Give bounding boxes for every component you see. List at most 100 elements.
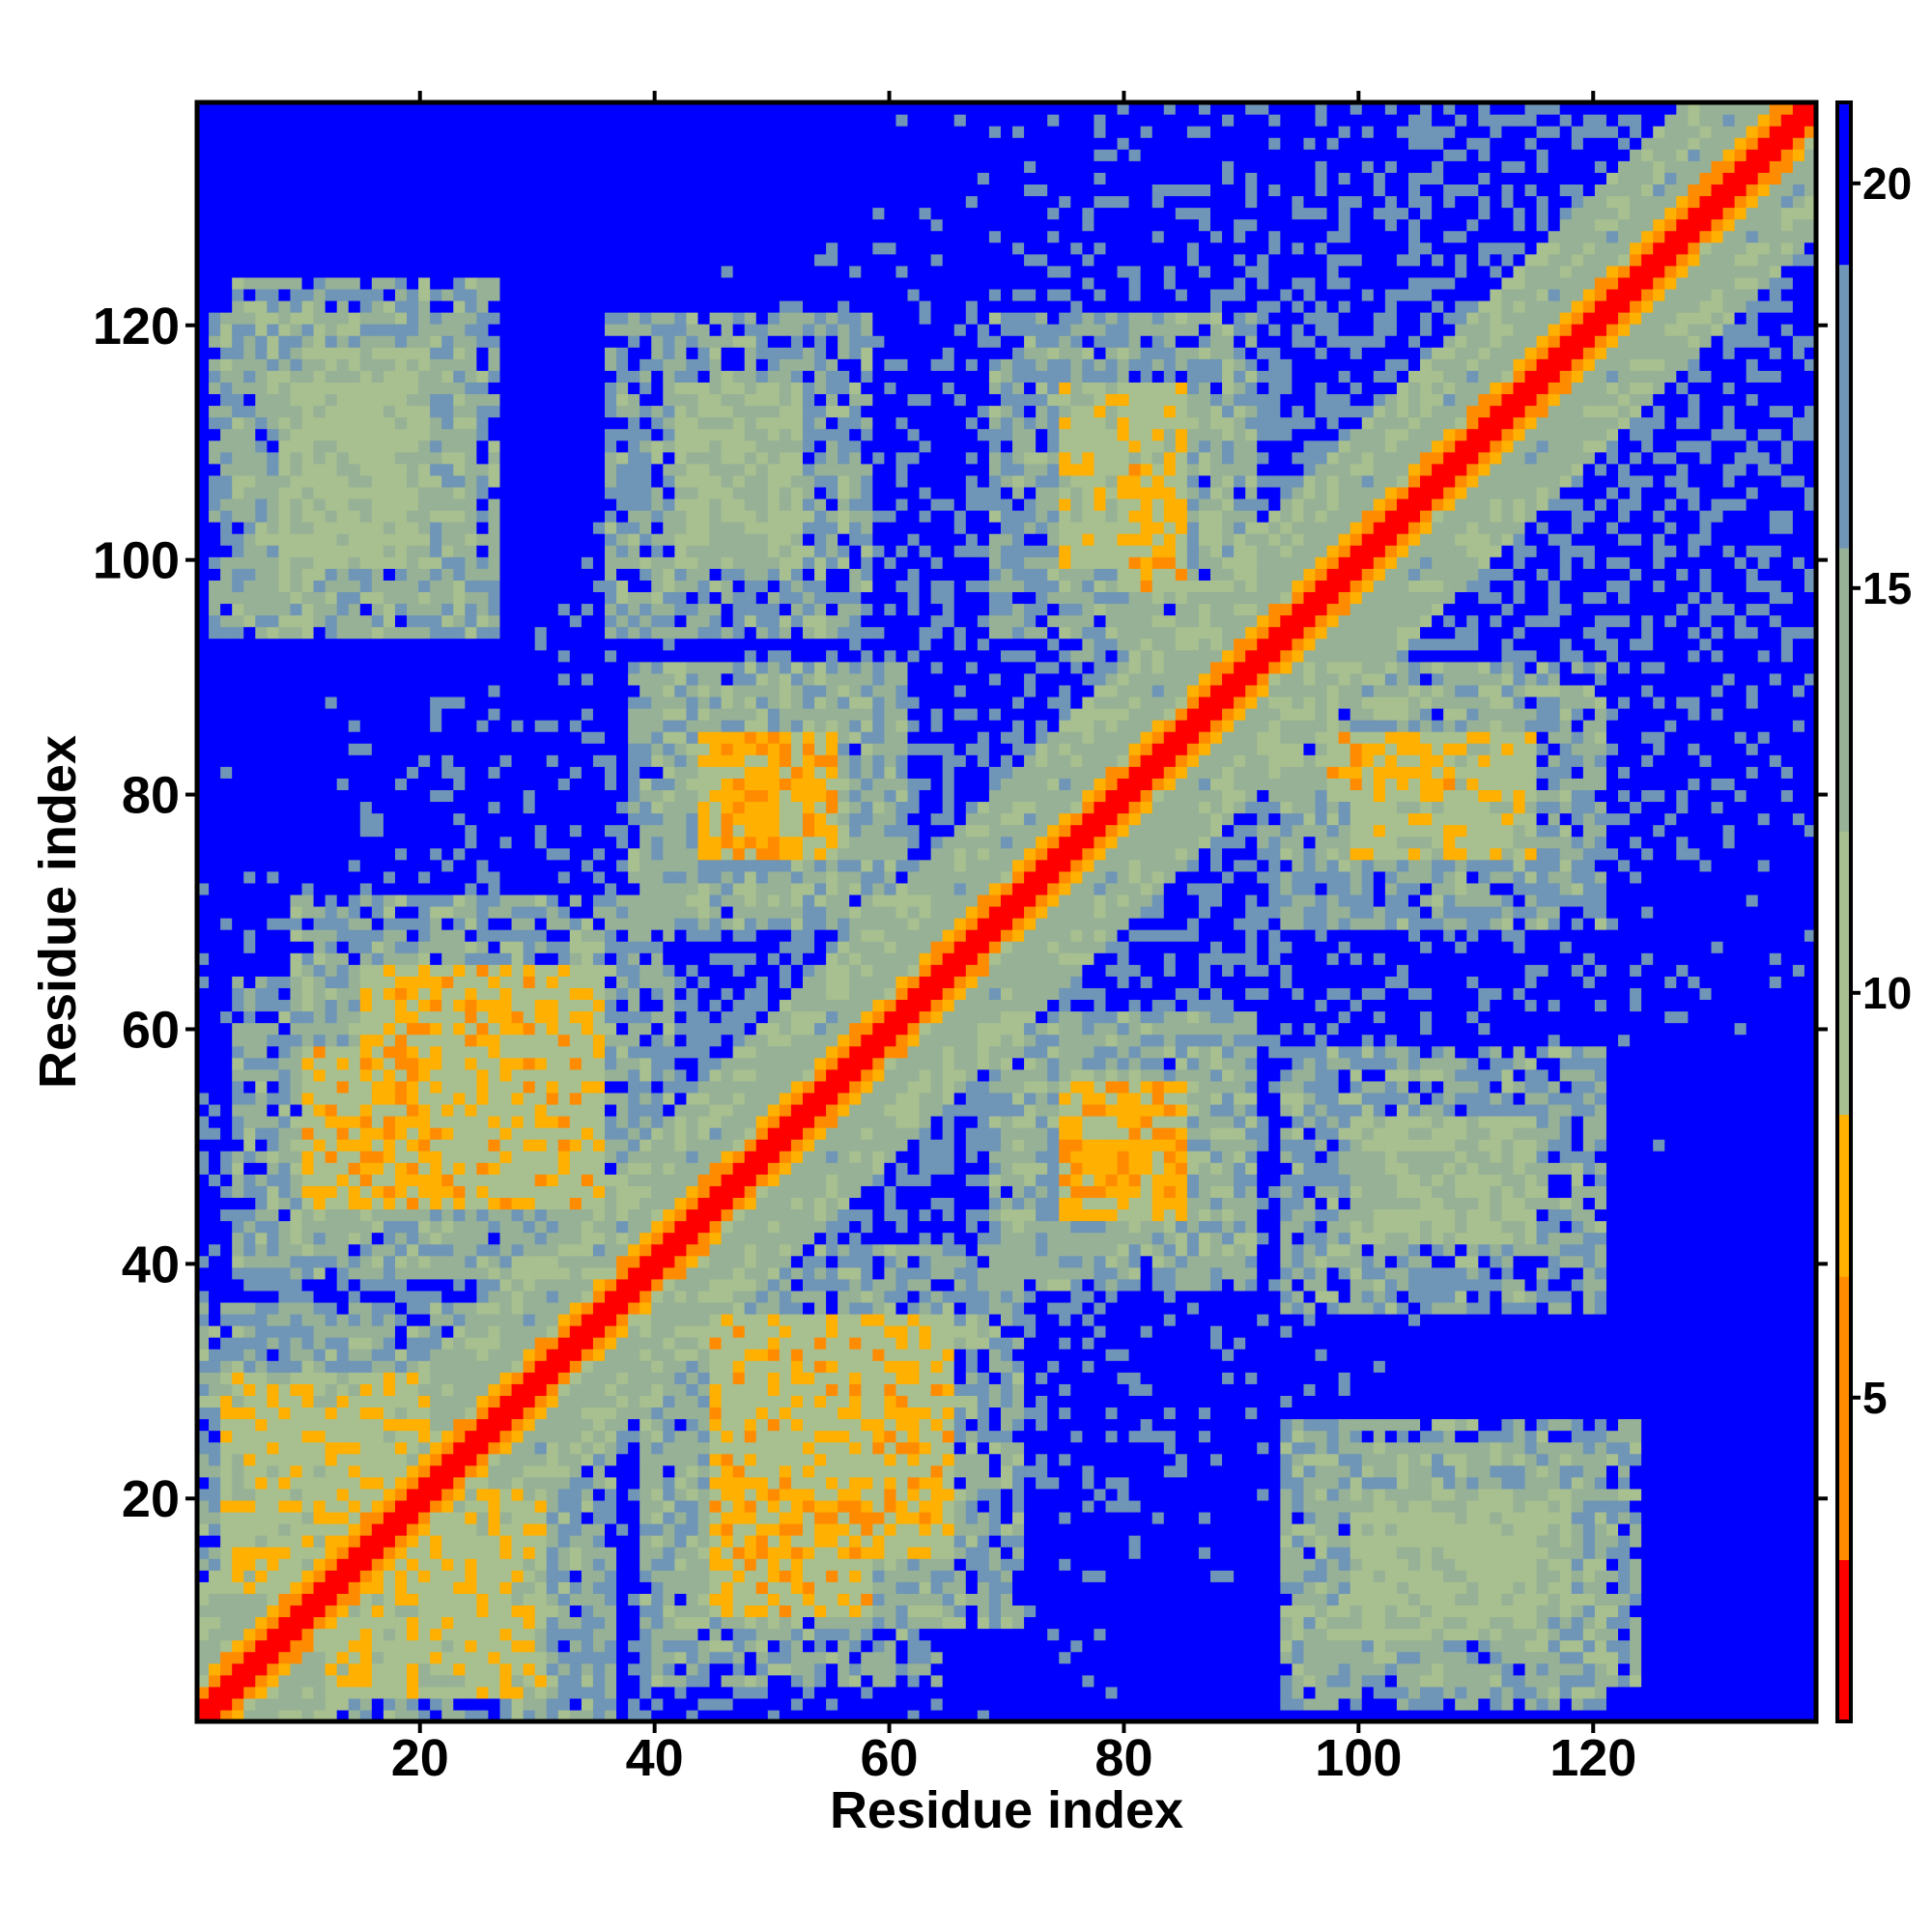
heatmap-cell — [605, 685, 617, 697]
heatmap-cell — [209, 1523, 221, 1536]
heatmap-cell — [570, 1162, 582, 1175]
heatmap-cell — [314, 533, 327, 546]
heatmap-cell — [372, 464, 384, 476]
heatmap-cell — [465, 871, 477, 884]
heatmap-cell — [267, 1605, 279, 1617]
heatmap-cell — [278, 1489, 291, 1501]
heatmap-cell — [558, 160, 571, 173]
heatmap-cell — [524, 1535, 536, 1548]
heatmap-cell — [337, 1395, 350, 1407]
heatmap-cell — [337, 1291, 350, 1303]
heatmap-cell — [418, 615, 431, 628]
heatmap-cell — [326, 1523, 338, 1536]
heatmap-cell — [558, 1208, 571, 1221]
heatmap-cell — [547, 184, 559, 196]
heatmap-cell — [314, 160, 327, 173]
heatmap-cell — [605, 1279, 617, 1292]
heatmap-cell — [360, 475, 373, 488]
heatmap-cell — [593, 312, 606, 325]
heatmap-cell — [512, 1570, 525, 1582]
heatmap-cell — [605, 1256, 617, 1268]
heatmap-cell — [593, 1185, 606, 1198]
heatmap-cell — [547, 475, 559, 488]
heatmap-cell — [441, 452, 454, 465]
heatmap-cell — [512, 778, 525, 790]
heatmap-cell — [453, 254, 466, 267]
heatmap-cell — [372, 1675, 384, 1688]
heatmap-cell — [372, 766, 384, 779]
heatmap-cell — [302, 312, 315, 325]
heatmap-cell — [488, 964, 500, 977]
heatmap-cell — [267, 743, 279, 755]
heatmap-cell — [372, 999, 384, 1011]
heatmap-cell — [360, 184, 373, 196]
heatmap-cell — [302, 1162, 315, 1175]
heatmap-cell — [255, 1174, 268, 1186]
heatmap-cell — [255, 1035, 268, 1047]
heatmap-cell — [360, 231, 373, 243]
heatmap-cell — [209, 1547, 221, 1559]
heatmap-cell — [535, 568, 548, 581]
heatmap-cell — [593, 1081, 606, 1094]
heatmap-cell — [430, 126, 442, 138]
heatmap-cell — [232, 929, 244, 942]
heatmap-cell — [582, 1279, 594, 1292]
heatmap-cell — [384, 1395, 396, 1407]
heatmap-cell — [209, 475, 221, 488]
heatmap-cell — [360, 837, 373, 849]
heatmap-cell — [290, 1279, 302, 1292]
heatmap-cell — [547, 662, 559, 674]
heatmap-cell — [418, 1127, 431, 1140]
heatmap-cell — [314, 1593, 327, 1605]
heatmap-cell — [209, 312, 221, 325]
heatmap-cell — [441, 219, 454, 232]
heatmap-cell — [302, 929, 315, 942]
heatmap-cell — [290, 1058, 302, 1070]
heatmap-cell — [372, 1116, 384, 1128]
heatmap-cell — [465, 673, 477, 686]
heatmap-cell — [278, 1523, 291, 1536]
heatmap-cell — [407, 324, 419, 336]
heatmap-cell — [488, 731, 500, 744]
heatmap-cell — [372, 1512, 384, 1524]
heatmap-cell — [465, 1127, 477, 1140]
heatmap-cell — [302, 789, 315, 802]
heatmap-cell — [499, 1023, 512, 1036]
heatmap-cell — [302, 277, 315, 290]
heatmap-cell — [476, 114, 489, 127]
heatmap-cell — [232, 1104, 244, 1117]
heatmap-cell — [255, 1605, 268, 1617]
heatmap-cell — [558, 208, 571, 220]
heatmap-cell — [267, 778, 279, 790]
heatmap-cell — [360, 254, 373, 267]
heatmap-cell — [499, 1197, 512, 1209]
heatmap-cell — [232, 1233, 244, 1245]
heatmap-cell — [290, 813, 302, 826]
heatmap-cell — [407, 1395, 419, 1407]
heatmap-cell — [430, 1477, 442, 1490]
heatmap-cell — [570, 987, 582, 1000]
heatmap-cell — [232, 1256, 244, 1268]
heatmap-cell — [232, 1489, 244, 1501]
heatmap-cell — [290, 662, 302, 674]
heatmap-cell — [430, 1675, 442, 1688]
heatmap-cell — [220, 277, 233, 290]
heatmap-cell — [232, 1244, 244, 1257]
heatmap-cell — [453, 1477, 466, 1490]
heatmap-cell — [337, 137, 350, 150]
heatmap-cell — [407, 1291, 419, 1303]
heatmap-cell — [535, 673, 548, 686]
heatmap-cell — [547, 393, 559, 406]
heatmap-cell — [499, 1069, 512, 1082]
heatmap-cell — [337, 533, 350, 546]
heatmap-cell — [547, 1663, 559, 1676]
heatmap-cell — [453, 208, 466, 220]
heatmap-cell — [476, 1069, 489, 1082]
heatmap-cell — [582, 1349, 594, 1361]
heatmap-cell — [209, 1419, 221, 1432]
heatmap-cell — [232, 801, 244, 813]
heatmap-cell — [209, 277, 221, 290]
heatmap-cell — [465, 650, 477, 663]
heatmap-cell — [232, 522, 244, 534]
heatmap-cell — [232, 266, 244, 278]
